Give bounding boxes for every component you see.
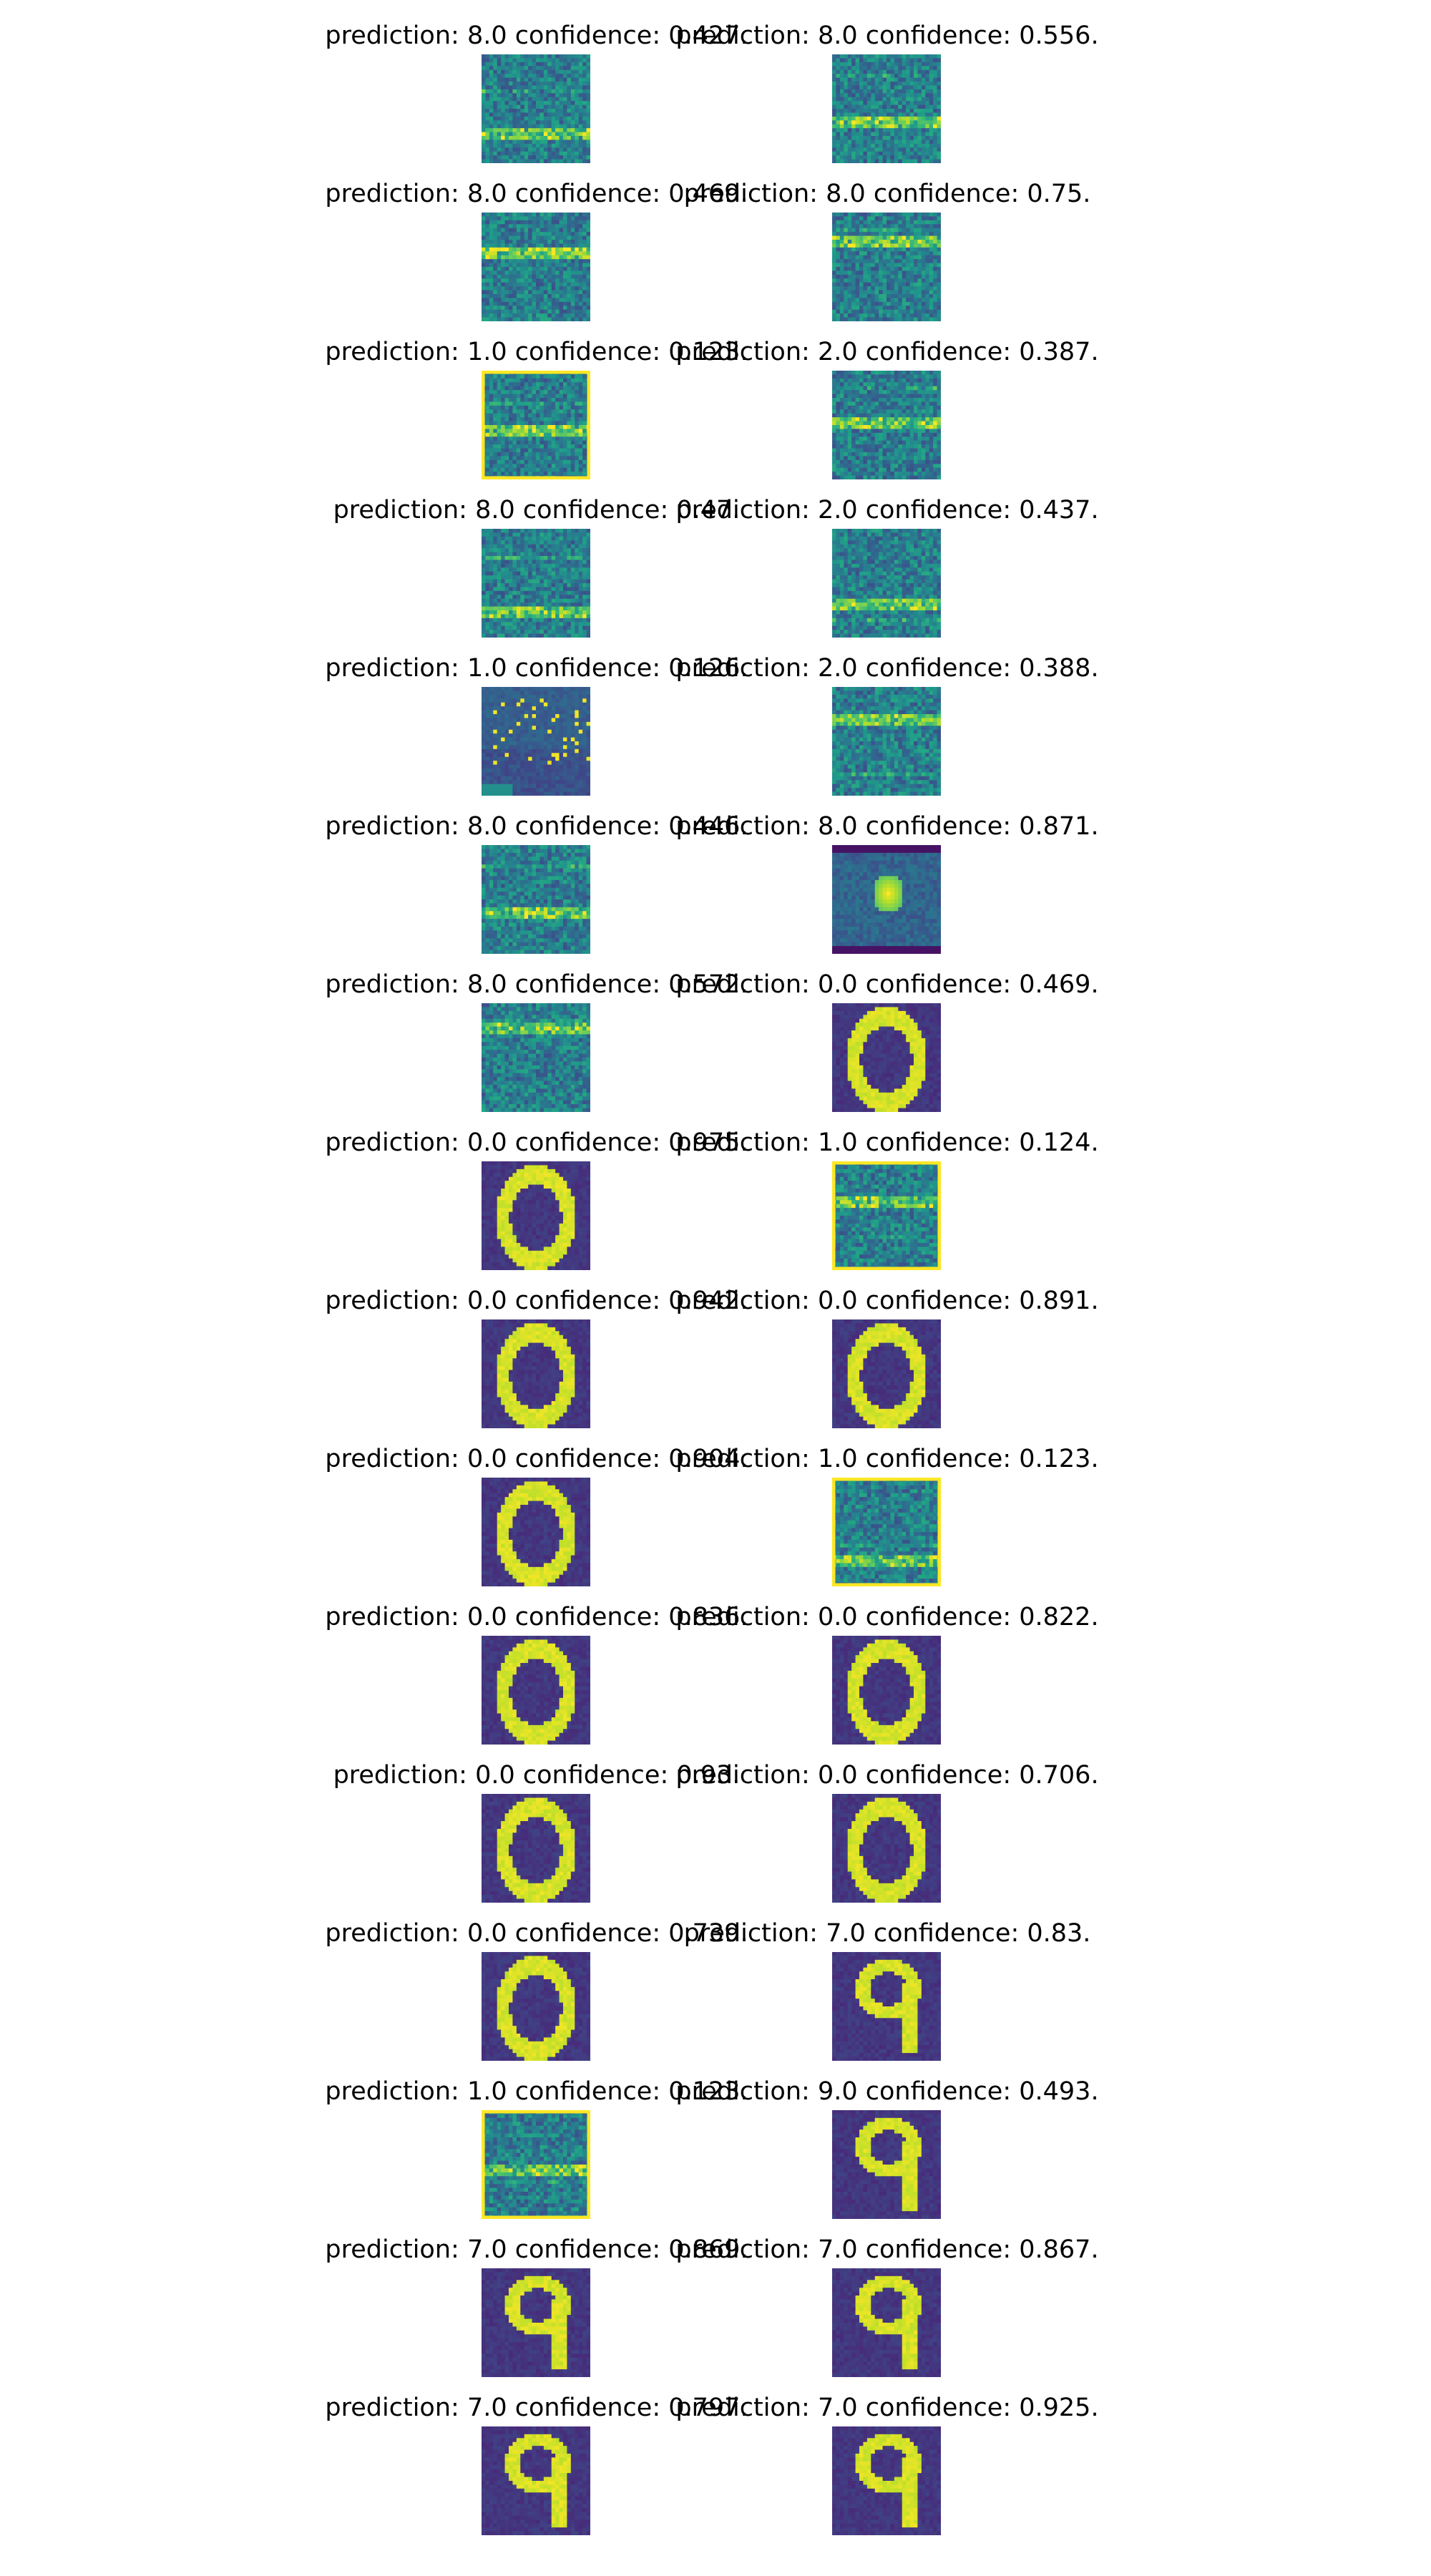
sample-image [832,1636,941,1745]
prediction-title: prediction: 1.0 confidence: 0.123. [325,2077,748,2106]
sample-thumbnail [832,1952,941,2061]
sample-thumbnail [482,529,590,638]
sample-thumbnail [482,371,590,479]
sample-image [832,371,941,479]
prediction-title: prediction: 9.0 confidence: 0.493. [675,2077,1098,2106]
sample-image [832,529,941,638]
prediction-title: prediction: 1.0 confidence: 0.124. [675,1128,1098,1157]
prediction-title: prediction: 0.0 confidence: 0.739. [325,1919,748,1948]
prediction-title: prediction: 8.0 confidence: 0.556. [675,21,1098,50]
sample-thumbnail [832,529,941,638]
sample-image [482,2268,590,2377]
prediction-title: prediction: 0.0 confidence: 0.706. [675,1761,1098,1790]
sample-image [482,1003,590,1112]
sample-image [832,1319,941,1428]
sample-thumbnail [482,1478,590,1586]
prediction-title: prediction: 8.0 confidence: 0.871. [675,812,1098,841]
sample-image [482,2426,590,2535]
prediction-title: prediction: 0.0 confidence: 0.975. [325,1128,748,1157]
sample-thumbnail [832,2426,941,2535]
sample-thumbnail [482,2426,590,2535]
sample-image [482,1636,590,1745]
sample-thumbnail [482,2110,590,2219]
sample-thumbnail [832,213,941,321]
prediction-title: prediction: 0.0 confidence: 0.891. [675,1287,1098,1315]
sample-image [832,1478,941,1586]
sample-image [482,1319,590,1428]
prediction-title: prediction: 0.0 confidence: 0.836. [325,1603,748,1631]
sample-thumbnail [482,213,590,321]
sample-image [832,1952,941,2061]
sample-thumbnail [832,1794,941,1903]
prediction-title: prediction: 1.0 confidence: 0.126. [325,654,748,683]
sample-thumbnail [482,1319,590,1428]
sample-thumbnail [482,1636,590,1745]
sample-image [482,687,590,796]
sample-thumbnail [832,1636,941,1745]
sample-thumbnail [832,54,941,163]
sample-thumbnail [482,1161,590,1270]
prediction-title: prediction: 0.0 confidence: 0.822. [675,1603,1098,1631]
sample-image [832,213,941,321]
prediction-title: prediction: 7.0 confidence: 0.83. [684,1919,1091,1948]
sample-image [832,2268,941,2377]
prediction-title: prediction: 1.0 confidence: 0.123. [675,1445,1098,1473]
prediction-title: prediction: 7.0 confidence: 0.867. [675,2235,1098,2264]
sample-image [832,54,941,163]
sample-thumbnail [832,1478,941,1586]
prediction-title: prediction: 0.0 confidence: 0.469. [675,970,1098,999]
prediction-title: prediction: 2.0 confidence: 0.388. [675,654,1098,683]
prediction-title: prediction: 0.0 confidence: 0.93. [333,1761,741,1790]
sample-thumbnail [832,1161,941,1270]
prediction-title: prediction: 7.0 confidence: 0.925. [675,2394,1098,2422]
sample-image [482,1952,590,2061]
prediction-title: prediction: 2.0 confidence: 0.437. [675,496,1098,525]
sample-image [482,371,590,479]
prediction-title: prediction: 8.0 confidence: 0.446. [325,812,748,841]
sample-image [482,1478,590,1586]
sample-thumbnail [482,845,590,954]
prediction-title: prediction: 8.0 confidence: 0.75. [684,180,1091,208]
prediction-title: prediction: 0.0 confidence: 0.904. [325,1445,748,1473]
sample-thumbnail [832,845,941,954]
sample-image [482,2110,590,2219]
prediction-title: prediction: 0.0 confidence: 0.942. [325,1287,748,1315]
sample-thumbnail [482,687,590,796]
sample-image [832,1161,941,1270]
sample-thumbnail [832,371,941,479]
sample-image [832,2426,941,2535]
sample-thumbnail [832,687,941,796]
sample-thumbnail [832,1003,941,1112]
prediction-title: prediction: 8.0 confidence: 0.47. [333,496,741,525]
sample-image [482,1161,590,1270]
sample-thumbnail [482,1952,590,2061]
prediction-title: prediction: 8.0 confidence: 0.427. [325,21,748,50]
sample-thumbnail [482,2268,590,2377]
prediction-title: prediction: 7.0 confidence: 0.869. [325,2235,748,2264]
sample-thumbnail [482,1003,590,1112]
prediction-title: prediction: 1.0 confidence: 0.123. [325,338,748,366]
sample-thumbnail [832,2268,941,2377]
sample-image [832,2110,941,2219]
prediction-title: prediction: 2.0 confidence: 0.387. [675,338,1098,366]
sample-image [482,845,590,954]
prediction-title: prediction: 8.0 confidence: 0.469. [325,180,748,208]
sample-image [832,687,941,796]
sample-thumbnail [832,2110,941,2219]
sample-image [482,54,590,163]
prediction-title: prediction: 7.0 confidence: 0.797. [325,2394,748,2422]
sample-image [482,1794,590,1903]
sample-image [832,1003,941,1112]
sample-thumbnail [832,1319,941,1428]
sample-image [832,1794,941,1903]
sample-thumbnail [482,54,590,163]
sample-image [482,529,590,638]
prediction-title: prediction: 8.0 confidence: 0.572. [325,970,748,999]
sample-thumbnail [482,1794,590,1903]
sample-image [832,845,941,954]
sample-image [482,213,590,321]
